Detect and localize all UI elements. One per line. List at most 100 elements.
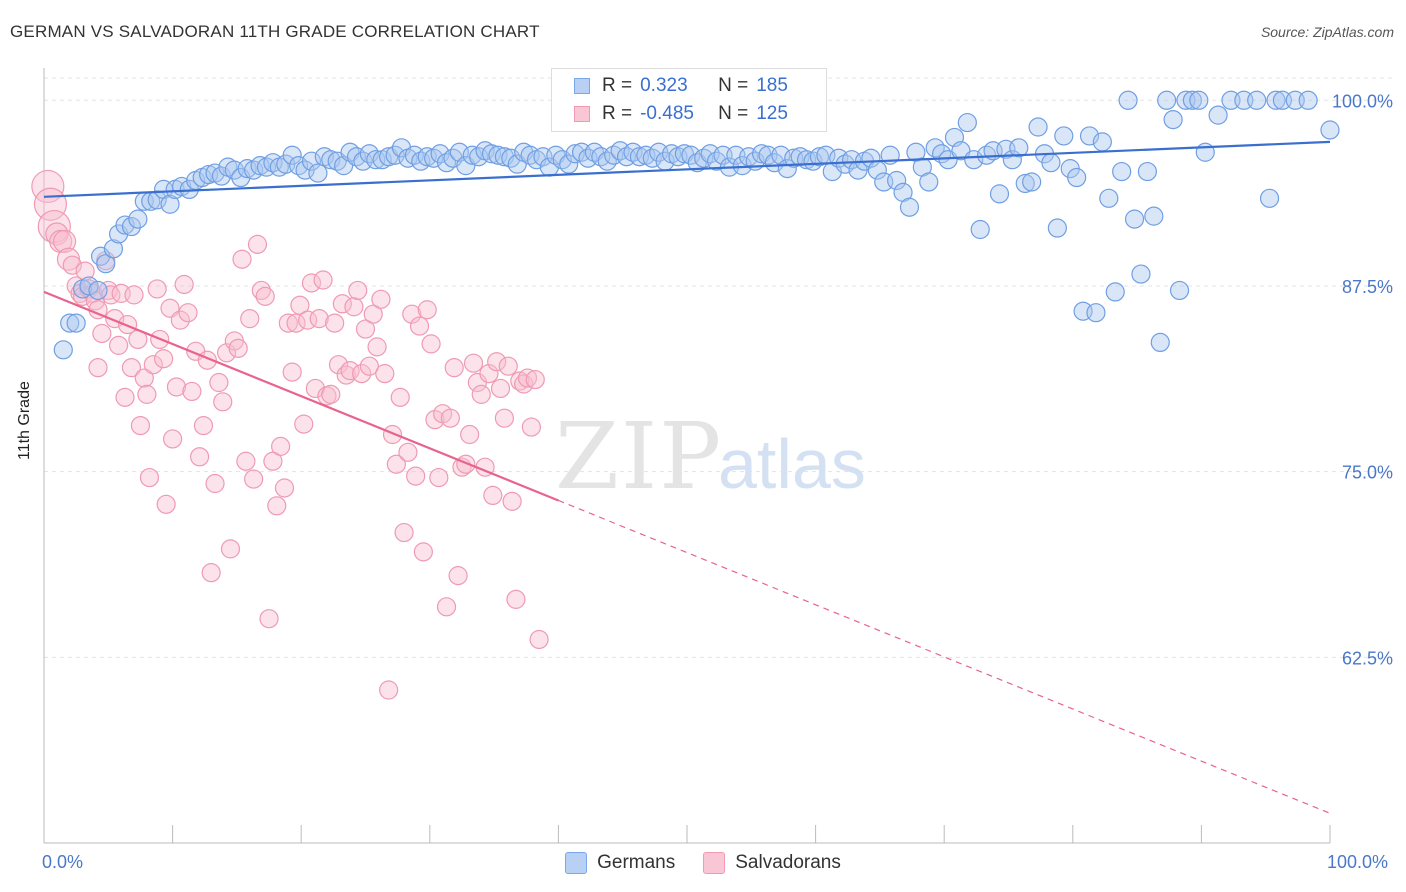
chart-title: GERMAN VS SALVADORAN 11TH GRADE CORRELAT…: [10, 22, 540, 41]
german-point-176: [1182, 90, 1202, 110]
german-point-130: [887, 170, 907, 191]
legend-swatch-salvadorans: [574, 106, 590, 122]
salvadoran-point-86: [344, 297, 364, 317]
salvadoran-point-57: [232, 249, 252, 269]
salvadoran-point-92: [367, 337, 387, 357]
german-point-17: [160, 194, 180, 214]
salvadoran-point-40: [166, 377, 187, 397]
german-point-150: [1015, 173, 1035, 194]
salvadoran-point-53: [217, 343, 237, 363]
german-point-39: [301, 151, 322, 171]
german-point-172: [1157, 90, 1177, 110]
salvadoran-point-125: [494, 408, 514, 428]
german-point-8: [103, 239, 124, 259]
salvadoran-point-61: [247, 234, 268, 254]
bottom-legend-salvadorans: Salvadorans: [703, 852, 841, 874]
german-point-169: [1137, 161, 1157, 182]
salvadoran-point-22: [108, 335, 129, 355]
german-point-164: [1105, 282, 1125, 302]
salvadoran-point-123: [487, 352, 507, 372]
german-point-166: [1118, 90, 1138, 110]
salvadoran-point-24: [115, 387, 135, 407]
salvadoran-point-5: [52, 229, 77, 253]
salvadoran-point-36: [153, 349, 174, 369]
salvadoran-point-46: [190, 447, 210, 467]
salvadoran-point-90: [359, 356, 379, 376]
salvadoran-point-78: [313, 270, 333, 290]
salvadoran-point-0: [31, 169, 65, 204]
salvadoran-point-33: [143, 355, 163, 375]
salvadoran-point-103: [409, 316, 430, 336]
legend-r-label: R =: [602, 103, 633, 124]
salvadoran-point-56: [228, 338, 248, 358]
salvadorans-trend-line: [43, 290, 559, 502]
salvadoran-point-60: [244, 469, 264, 489]
german-point-80: [565, 144, 585, 164]
salvadoran-point-80: [321, 384, 341, 404]
salvadoran-point-104: [413, 542, 433, 562]
salvadoran-point-132: [521, 417, 541, 437]
salvadoran-point-51: [209, 372, 229, 393]
legend-n-label: N =: [718, 75, 749, 96]
salvadoran-point-73: [294, 414, 314, 434]
y-axis-label: 11th Grade: [16, 381, 33, 460]
german-point-158: [1067, 167, 1087, 188]
salvadoran-point-70: [282, 362, 302, 382]
german-point-141: [957, 112, 977, 133]
legend-row-salvadorans: R = -0.485 N = 125: [574, 101, 788, 127]
salvadoran-point-105: [417, 300, 437, 320]
german-point-12: [128, 209, 148, 229]
german-point-168: [1131, 264, 1151, 284]
salvadoran-point-26: [121, 358, 142, 378]
salvadoran-point-43: [178, 303, 198, 323]
salvadoran-point-131: [517, 368, 538, 388]
salvadoran-point-113: [448, 566, 468, 586]
salvadoran-point-85: [340, 361, 360, 381]
salvadoran-point-54: [220, 539, 241, 559]
legend-n-value: 185: [756, 75, 788, 96]
salvadoran-point-65: [263, 451, 283, 471]
watermark-zip: ZIP: [555, 403, 723, 510]
german-point-152: [1028, 117, 1048, 137]
salvadoran-point-49: [201, 563, 221, 583]
x-tick-label-min: 0.0%: [42, 852, 84, 872]
german-point-7: [96, 254, 116, 274]
salvadoran-point-30: [134, 368, 154, 388]
salvadoran-point-98: [390, 387, 410, 407]
german-point-165: [1112, 161, 1132, 182]
bottom-legend-label-germans: Germans: [597, 852, 676, 873]
german-point-170: [1144, 206, 1164, 226]
bottom-legend: Germans Salvadorans: [0, 852, 1406, 874]
salvadoran-point-66: [267, 496, 287, 516]
salvadoran-point-94: [375, 364, 395, 384]
watermark: ZIP atlas: [555, 403, 866, 510]
salvadoran-point-124: [490, 378, 511, 399]
german-point-1: [60, 313, 80, 333]
salvadoran-point-102: [406, 466, 426, 486]
legend-swatch-germans: [574, 78, 590, 94]
german-point-132: [899, 197, 920, 217]
salvadoran-point-37: [156, 494, 176, 514]
salvadoran-point-25: [117, 314, 138, 335]
source-label: Source: ZipAtlas.com: [1260, 24, 1394, 40]
german-point-163: [1099, 188, 1119, 208]
german-point-0: [53, 340, 73, 360]
salvadoran-point-115: [456, 454, 476, 474]
salvadoran-point-88: [352, 364, 372, 384]
german-point-40: [308, 163, 328, 183]
salvadoran-point-29: [130, 415, 151, 436]
salvadoran-point-67: [271, 436, 291, 456]
german-point-183: [1259, 188, 1280, 208]
german-point-151: [1022, 172, 1042, 192]
salvadoran-point-119: [471, 384, 491, 404]
salvadoran-point-82: [328, 355, 349, 375]
x-tick-label-max: 100.0%: [1327, 852, 1389, 872]
salvadoran-point-50: [205, 473, 225, 494]
salvadoran-point-126: [498, 356, 518, 376]
bottom-legend-swatch-germans: [565, 852, 588, 874]
salvadoran-point-87: [348, 280, 368, 301]
german-point-15: [147, 190, 167, 210]
salvadoran-point-112: [444, 358, 464, 378]
salvadoran-point-68: [274, 478, 295, 498]
salvadoran-point-41: [170, 310, 190, 330]
